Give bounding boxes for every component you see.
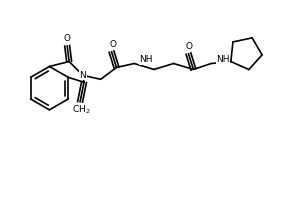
Text: NH: NH bbox=[139, 55, 153, 64]
Text: O: O bbox=[109, 40, 116, 49]
Text: NH: NH bbox=[216, 55, 230, 64]
Text: CH$_2$: CH$_2$ bbox=[72, 104, 90, 116]
Text: O: O bbox=[64, 34, 71, 43]
Text: O: O bbox=[186, 42, 193, 51]
Text: N: N bbox=[80, 71, 86, 80]
